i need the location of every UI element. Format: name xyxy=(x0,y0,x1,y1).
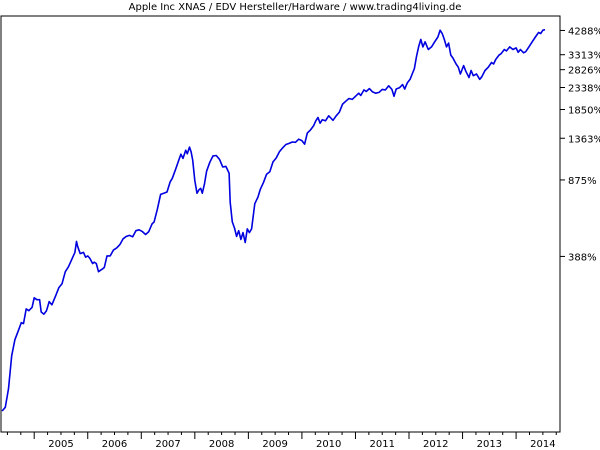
plot-frame xyxy=(0,15,561,433)
x-axis: 2005 2006 2007 2008 2009 2010 2011 2012 2013 2014 xyxy=(6,432,557,450)
y-tick-label: 3313% xyxy=(568,51,600,62)
x-tick-label: 2010 xyxy=(316,439,341,450)
y-tick-label: 2338% xyxy=(568,83,600,94)
series-line xyxy=(1,28,546,412)
x-tick-label: 2009 xyxy=(262,439,287,450)
x-tick-label: 2007 xyxy=(155,439,180,450)
y-tick-label: 1363% xyxy=(568,134,600,145)
x-tick-label: 2005 xyxy=(48,439,73,450)
y-tick-label: 388% xyxy=(568,252,597,263)
x-tick-label: 2008 xyxy=(209,439,234,450)
x-tick-label: 2006 xyxy=(102,439,127,450)
y-tick-label: 4288% xyxy=(568,26,600,37)
y-tick-label: 2826% xyxy=(568,66,600,77)
x-tick-label: 2012 xyxy=(423,439,448,450)
x-tick-label: 2011 xyxy=(370,439,395,450)
x-tick-label: 2014 xyxy=(530,439,555,450)
chart-title: Apple Inc XNAS / EDV Hersteller/Hardware… xyxy=(129,2,462,13)
x-tick-label: 2013 xyxy=(477,439,502,450)
y-axis: 388% 875% 1363% 1850% 2338% 2826% 3313% 4288% xyxy=(560,26,600,263)
y-tick-label: 875% xyxy=(568,176,597,187)
y-tick-label: 1850% xyxy=(568,106,600,117)
series-layer xyxy=(1,28,546,412)
